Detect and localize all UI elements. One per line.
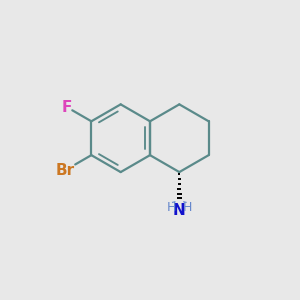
Text: F: F [62,100,73,115]
Text: N: N [173,203,186,218]
Text: H: H [167,202,176,214]
Text: Br: Br [56,163,74,178]
Text: H: H [183,202,192,214]
